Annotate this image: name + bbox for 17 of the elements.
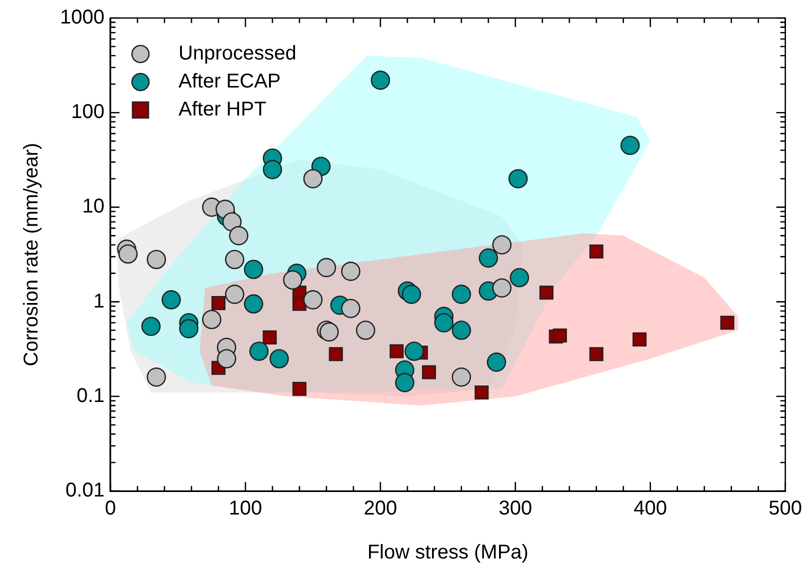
legend-label: After HPT — [178, 98, 266, 121]
y-tick-label: 0.01 — [66, 480, 104, 502]
y-tick-label: 10 — [82, 196, 104, 218]
y-tick-label: 100 — [71, 101, 104, 124]
x-axis-title: Flow stress (MPa) — [367, 542, 528, 564]
y-tick-label: 1000 — [60, 6, 104, 29]
y-axis-title: Corrosion rate (mm/year) — [20, 142, 43, 366]
x-tick-label: 500 — [768, 498, 802, 520]
legend-label: Unprocessed — [178, 42, 296, 65]
legend-label: After ECAP — [178, 70, 281, 93]
x-tick-label: 200 — [364, 498, 398, 520]
x-tick-label: 300 — [498, 498, 532, 520]
x-tick-label: 400 — [634, 498, 668, 520]
x-tick-label: 0 — [104, 498, 116, 520]
y-tick-label: 1 — [93, 290, 104, 312]
x-tick-label: 100 — [228, 498, 262, 520]
y-tick-label: 0.1 — [76, 384, 104, 407]
